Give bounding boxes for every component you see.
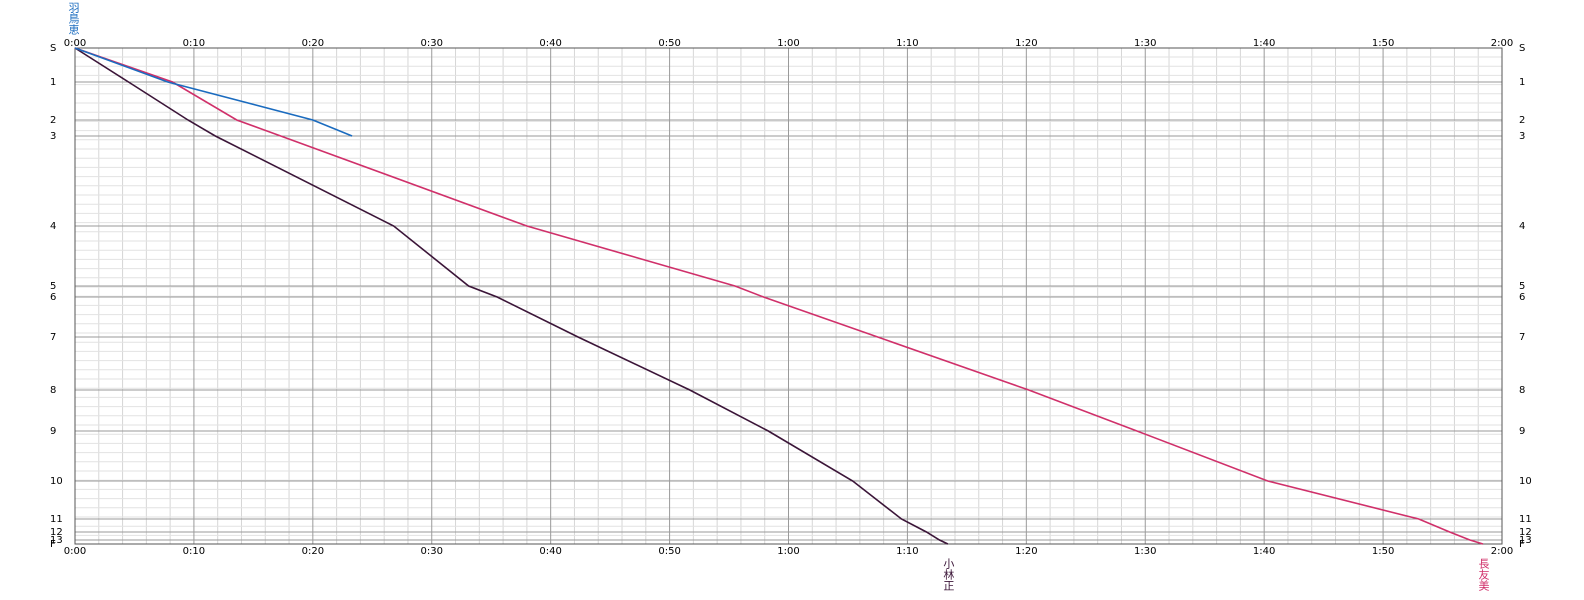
y-tick-label: 10	[1519, 476, 1532, 487]
x-tick-label: 0:10	[183, 38, 205, 49]
y-tick-label: 12	[1519, 527, 1532, 538]
y-tick-label: 1	[50, 77, 56, 88]
x-tick-label: 0:10	[183, 546, 205, 557]
y-tick-label: 2	[1519, 115, 1525, 126]
x-tick-label: 1:30	[1134, 38, 1156, 49]
y-tick-label: 3	[1519, 131, 1525, 142]
x-tick-label: 1:40	[1253, 38, 1275, 49]
y-tick-label: 9	[50, 426, 56, 437]
y-tick-label: 12	[50, 527, 63, 538]
x-tick-label: 1:00	[777, 546, 799, 557]
series-line	[74, 47, 1484, 545]
x-tick-label: 2:00	[1491, 38, 1513, 49]
y-tick-label: 5	[1519, 281, 1525, 292]
y-tick-label: 13	[50, 535, 63, 546]
y-tick-label: 9	[1519, 426, 1525, 437]
y-tick-label: 3	[50, 131, 56, 142]
y-tick-label: F	[1519, 539, 1525, 550]
y-tick-label: F	[50, 539, 56, 550]
x-tick-label: 1:20	[1015, 546, 1037, 557]
x-tick-label: 0:40	[539, 546, 561, 557]
y-tick-label: 11	[1519, 514, 1532, 525]
y-tick-label: 7	[50, 332, 56, 343]
x-tick-label: 1:10	[896, 546, 918, 557]
x-tick-label: 0:00	[64, 38, 86, 49]
y-tick-label: 5	[50, 281, 56, 292]
x-tick-label: 0:20	[302, 38, 324, 49]
runner-name: 羽鳥恵	[67, 2, 80, 35]
x-tick-label: 0:40	[539, 38, 561, 49]
y-tick-label: 11	[50, 514, 63, 525]
x-tick-label: 0:50	[658, 546, 680, 557]
x-tick-label: 0:50	[658, 38, 680, 49]
y-tick-label: 1	[1519, 77, 1525, 88]
y-tick-label: 8	[1519, 385, 1525, 396]
y-tick-label: 2	[50, 115, 56, 126]
y-tick-label: 10	[50, 476, 63, 487]
x-tick-label: 0:30	[421, 546, 443, 557]
x-tick-label: 1:00	[777, 38, 799, 49]
y-tick-label: 4	[1519, 221, 1525, 232]
x-tick-label: 0:30	[421, 38, 443, 49]
y-tick-label: S	[50, 43, 56, 54]
plot-frame	[74, 47, 1503, 545]
x-tick-label: 1:50	[1372, 546, 1394, 557]
x-tick-label: 0:00	[64, 546, 86, 557]
runner-name: 小林正	[942, 558, 955, 591]
y-tick-label: 8	[50, 385, 56, 396]
runner-name: 長友美	[1477, 558, 1490, 591]
y-tick-label: 4	[50, 221, 56, 232]
x-tick-label: 0:20	[302, 546, 324, 557]
y-tick-label: 6	[50, 292, 56, 303]
series-line	[74, 47, 949, 545]
x-tick-label: 1:10	[896, 38, 918, 49]
x-tick-label: 1:20	[1015, 38, 1037, 49]
y-tick-label: 6	[1519, 292, 1525, 303]
y-tick-label: 13	[1519, 535, 1532, 546]
x-tick-label: 1:40	[1253, 546, 1275, 557]
x-tick-label: 1:30	[1134, 546, 1156, 557]
series-line	[74, 47, 353, 137]
x-tick-label: 2:00	[1491, 546, 1513, 557]
y-tick-label: S	[1519, 43, 1525, 54]
x-tick-label: 1:50	[1372, 38, 1394, 49]
y-tick-label: 7	[1519, 332, 1525, 343]
